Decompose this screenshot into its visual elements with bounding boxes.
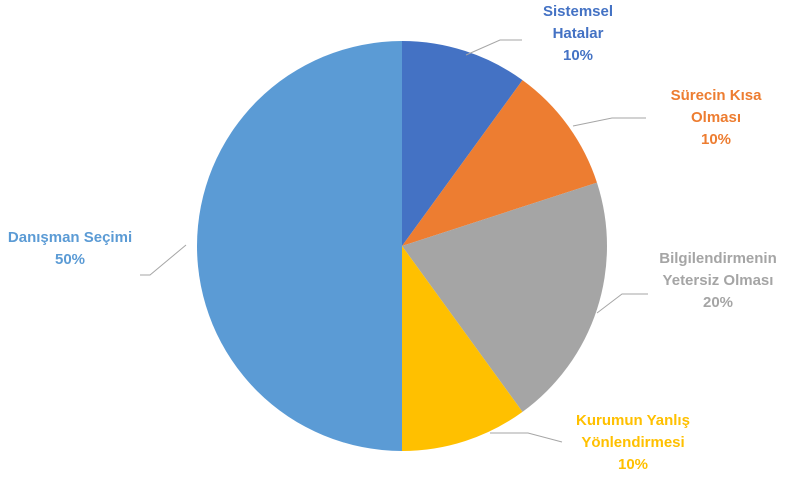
slice-category-label: Sistemsel: [543, 3, 613, 20]
slice-label-3: Bilgilendirmenin Yetersiz Olması 20%: [659, 250, 777, 311]
pie-slice-3: [402, 182, 607, 412]
slice-category-label: Yönlendirmesi: [581, 434, 684, 451]
slice-category-label: Olması: [691, 109, 741, 126]
slice-percent-label: 10%: [701, 131, 731, 148]
leader-lines: [140, 39, 648, 443]
slice-label-4: Kurumun Yanlış Yönlendirmesi 10%: [576, 412, 690, 473]
slice-category-label: Kurumun Yanlış: [576, 412, 690, 429]
pie-slice-1: [402, 41, 523, 246]
pie-slice-2: [402, 80, 597, 246]
slice-label-5: Danışman Seçimi 50%: [8, 229, 132, 268]
slice-labels: Sistemsel Hatalar 10% Sürecin Kısa Olması 10%…: [8, 3, 777, 473]
slice-percent-label: 10%: [618, 456, 648, 473]
slice-label-2: Sürecin Kısa Olması 10%: [671, 87, 763, 148]
leader-line-3: [596, 293, 648, 314]
slice-label-1: Sistemsel Hatalar 10%: [543, 3, 613, 64]
slice-category-label: Bilgilendirmenin: [659, 250, 777, 267]
leader-line-1: [465, 39, 522, 56]
leader-line-2: [572, 117, 646, 127]
slice-percent-label: 10%: [563, 47, 593, 64]
pie-slice-4: [402, 246, 523, 451]
leader-line-4: [490, 432, 563, 443]
leader-line-5: [140, 244, 187, 276]
slice-percent-label: 20%: [703, 294, 733, 311]
slice-category-label: Hatalar: [553, 25, 604, 42]
pie-slices: [197, 41, 607, 451]
slice-category-label: Sürecin Kısa: [671, 87, 763, 104]
pie-slice-5: [197, 41, 402, 451]
slice-category-label: Danışman Seçimi: [8, 229, 132, 246]
slice-category-label: Yetersiz Olması: [663, 272, 774, 289]
slice-percent-label: 50%: [55, 251, 85, 268]
